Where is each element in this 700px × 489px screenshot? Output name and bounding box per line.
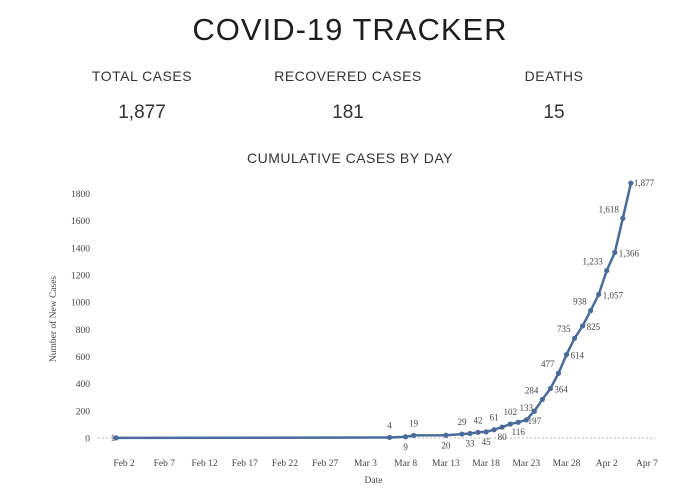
data-point [523,417,529,423]
data-point [507,421,513,427]
x-tick-label: Mar 8 [394,459,417,469]
data-label: 364 [554,385,568,395]
x-tick-label: Feb 22 [272,459,298,469]
y-tick-label: 1800 [71,190,90,200]
data-point [515,419,521,425]
recovered-cases-label: RECOVERED CASES [274,68,422,84]
data-label: 197 [528,416,542,426]
data-point [628,180,634,186]
recovered-cases-value: 181 [332,102,364,123]
total-cases-label: TOTAL CASES [91,68,193,84]
data-point [443,432,449,438]
x-tick-label: Apr 7 [636,459,658,469]
x-tick-label: Mar 28 [553,459,581,469]
data-label: 284 [525,385,539,395]
data-point [620,215,626,221]
data-label: 33 [465,439,475,449]
data-label: 4 [387,420,392,430]
data-point [588,308,594,314]
y-axis-label: Number of New Cases [48,276,59,363]
y-tick-label: 1200 [71,272,90,282]
total-cases-value: 1,877 [118,102,166,123]
data-label: 29 [457,417,467,427]
data-label: 1 [111,433,116,443]
y-tick-label: 200 [76,407,91,417]
data-label: 133 [520,403,534,413]
chart-title: CUMULATIVE CASES BY DAY [247,150,453,166]
data-point [459,431,465,437]
data-label: 9 [403,442,408,452]
series-line [116,182,633,440]
data-label: 42 [474,415,483,425]
data-label: 1,877 [634,178,655,188]
data-point [596,291,602,298]
data-label: 116 [512,427,526,437]
deaths-label: DEATHS [524,68,584,84]
data-label: 19 [409,418,419,428]
y-tick-label: 1400 [71,244,90,254]
y-tick-label: 0 [85,435,90,445]
x-tick-label: Feb 12 [191,459,217,469]
data-point [403,434,409,440]
x-tick-label: Mar 13 [432,459,460,469]
x-tick-label: Mar 23 [512,459,540,469]
data-point [411,432,417,439]
data-label: 102 [503,407,517,417]
data-label: 1,233 [582,257,603,267]
y-tick-label: 400 [76,380,91,390]
x-tick-label: Feb 2 [113,459,135,469]
data-point [612,249,618,256]
data-point [386,434,393,441]
data-label: 1,366 [619,249,640,259]
x-tick-label: Mar 18 [472,459,500,469]
data-point [604,267,610,274]
data-label: 825 [587,322,601,332]
y-tick-label: 600 [76,353,91,363]
data-point [539,396,545,403]
data-point [113,435,119,441]
data-point [483,429,489,435]
data-label: 938 [573,297,587,307]
page-title: COVID-19 TRACKER [192,12,508,47]
data-point [531,408,537,414]
data-label: 1,618 [599,204,620,214]
data-point [491,427,497,433]
data-label: 61 [490,413,499,423]
x-tick-label: Feb 17 [232,459,258,469]
x-tick-label: Feb 27 [312,459,338,469]
y-tick-label: 1600 [71,217,90,227]
data-point [555,370,562,376]
x-axis-label: Date [365,476,383,486]
data-label: 80 [498,432,508,442]
data-label: 45 [482,437,492,447]
y-tick-label: 800 [76,326,91,336]
data-point [475,429,481,435]
data-point [499,424,505,430]
data-point [571,335,578,341]
data-point [547,385,554,392]
data-point [563,352,570,358]
data-label: 20 [441,440,451,450]
x-tick-label: Apr 2 [596,459,618,469]
data-point [467,430,473,437]
data-label: 1,057 [603,290,624,300]
data-label: 614 [571,351,585,361]
deaths-value: 15 [543,102,565,123]
data-label: 735 [557,324,571,334]
y-tick-label: 1000 [71,299,90,309]
data-label: 477 [541,359,555,369]
x-tick-label: Feb 7 [154,459,176,469]
x-tick-label: Mar 3 [354,459,377,469]
data-point [580,323,586,329]
